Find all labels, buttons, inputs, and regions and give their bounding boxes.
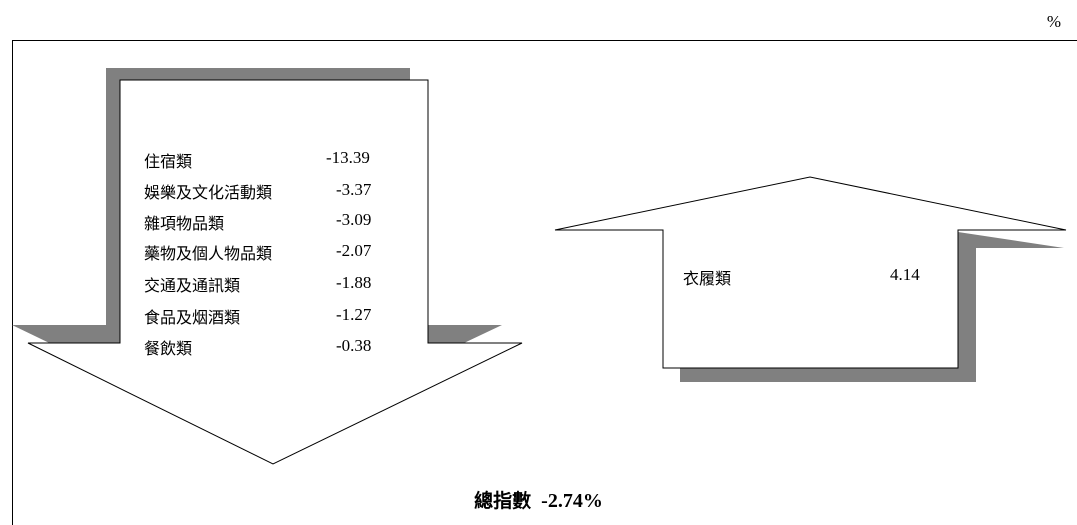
list-item: -1.88 xyxy=(336,273,371,293)
value-label: -1.27 xyxy=(336,305,372,324)
value-label: -3.09 xyxy=(336,210,372,229)
figure-frame xyxy=(12,40,1077,525)
total-index: 總指數 -2.74% xyxy=(0,486,1077,513)
list-item: -13.39 xyxy=(326,148,370,168)
total-value: -2.74% xyxy=(541,490,603,512)
list-item: 住宿類 xyxy=(144,148,192,172)
list-item: 娛樂及文化活動類 xyxy=(144,179,272,203)
list-item: -3.37 xyxy=(336,180,371,200)
category-label: 食品及烟酒類 xyxy=(144,308,241,327)
list-item: 食品及烟酒類 xyxy=(144,304,240,328)
list-item: 餐飲類 xyxy=(144,335,192,359)
category-label: 餐飲類 xyxy=(144,339,193,358)
value-label: -3.37 xyxy=(336,180,372,199)
down-arrow xyxy=(27,79,523,465)
category-label: 藥物及個人物品類 xyxy=(144,244,273,263)
list-item: 衣履類 xyxy=(683,265,731,289)
total-label: 總指數 xyxy=(474,490,532,512)
value-label: -1.88 xyxy=(336,273,372,292)
list-item: -0.38 xyxy=(336,336,371,356)
value-label: -13.39 xyxy=(326,148,370,167)
list-item: -1.27 xyxy=(336,305,371,325)
unit-label: % xyxy=(1046,12,1061,31)
list-item: 雜項物品類 xyxy=(144,210,224,234)
value-label: 4.14 xyxy=(890,265,920,284)
category-label: 衣履類 xyxy=(683,269,732,288)
list-item: -2.07 xyxy=(336,241,371,261)
up-arrow xyxy=(554,176,1067,369)
category-label: 雜項物品類 xyxy=(144,214,225,233)
list-item: 交通及通訊類 xyxy=(144,272,240,296)
list-item: -3.09 xyxy=(336,210,371,230)
value-label: -0.38 xyxy=(336,336,372,355)
value-label: -2.07 xyxy=(336,241,372,260)
category-label: 交通及通訊類 xyxy=(144,276,241,295)
list-item: 藥物及個人物品類 xyxy=(144,240,272,264)
category-label: 住宿類 xyxy=(144,152,193,171)
list-item: 4.14 xyxy=(890,265,920,285)
category-label: 娛樂及文化活動類 xyxy=(144,183,273,202)
